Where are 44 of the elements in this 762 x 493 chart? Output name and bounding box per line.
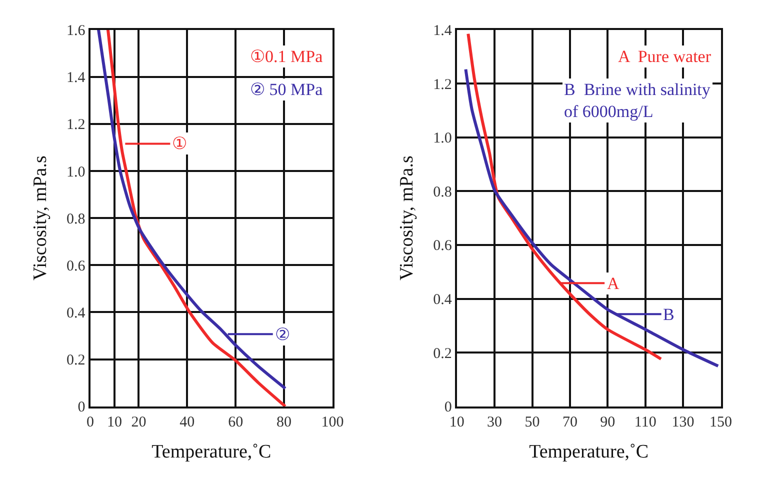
line-series: [464, 68, 720, 368]
y-tick-label: 1.6: [66, 23, 86, 40]
y-axis-title: Viscosity, mPa.s: [30, 156, 51, 280]
x-axis-title: Temperature,˚C: [529, 442, 649, 463]
x-tick-label: 60: [228, 414, 244, 430]
y-tick-label: 0.8: [433, 184, 452, 200]
x-tick-label: 20: [131, 414, 146, 430]
x-tick-label: 110: [634, 414, 656, 430]
y-tick-label: 0.2: [66, 352, 86, 369]
y-axis-title: Viscosity, mPa.s: [396, 156, 418, 280]
y-tick-label: 0.2: [433, 346, 452, 362]
annotation: A: [607, 274, 620, 293]
y-tick-label: 1.0: [433, 130, 452, 147]
x-tick-label: 10: [449, 414, 464, 430]
y-tick-label: 0.8: [66, 211, 86, 228]
y-tick-label: 0: [78, 400, 86, 416]
text: ② 50 MPa: [250, 80, 324, 99]
y-tick-label: 0.4: [433, 292, 452, 308]
y-tick-label: 0.4: [66, 305, 86, 322]
y-tick-label: 1.2: [66, 117, 86, 134]
y-tick-label: 1.0: [66, 164, 86, 180]
x-axis-title: Temperature,˚C: [152, 442, 272, 463]
x-tick-label: 50: [524, 414, 540, 430]
y-tick-label: 0: [444, 400, 452, 416]
x-tick-label: 80: [276, 414, 292, 430]
x-tick-label: 100: [321, 414, 344, 430]
x-tick-label: 10: [107, 414, 122, 430]
x-tick-label: 40: [180, 414, 195, 430]
annotation: B: [663, 305, 674, 324]
x-tick-label: 30: [487, 414, 502, 430]
text: A Pure water: [618, 47, 712, 66]
annotation: ①: [172, 134, 187, 153]
x-tick-label: 130: [672, 414, 694, 430]
text: B Brine with salinity of 6000mg/L: [564, 80, 711, 122]
x-tick-label: 150: [710, 414, 732, 430]
y-tick-label: 0.6: [66, 258, 86, 274]
x-tick-label: 90: [600, 414, 616, 430]
y-tick-label: 1.2: [433, 76, 452, 93]
y-tick-label: 1.4: [66, 70, 86, 86]
y-tick-label: 0.6: [433, 238, 452, 254]
text: ①0.1 MPa: [250, 47, 324, 66]
annotation: ②: [275, 325, 290, 344]
y-tick-label: 1.4: [433, 23, 452, 40]
x-tick-label: 70: [562, 414, 578, 430]
